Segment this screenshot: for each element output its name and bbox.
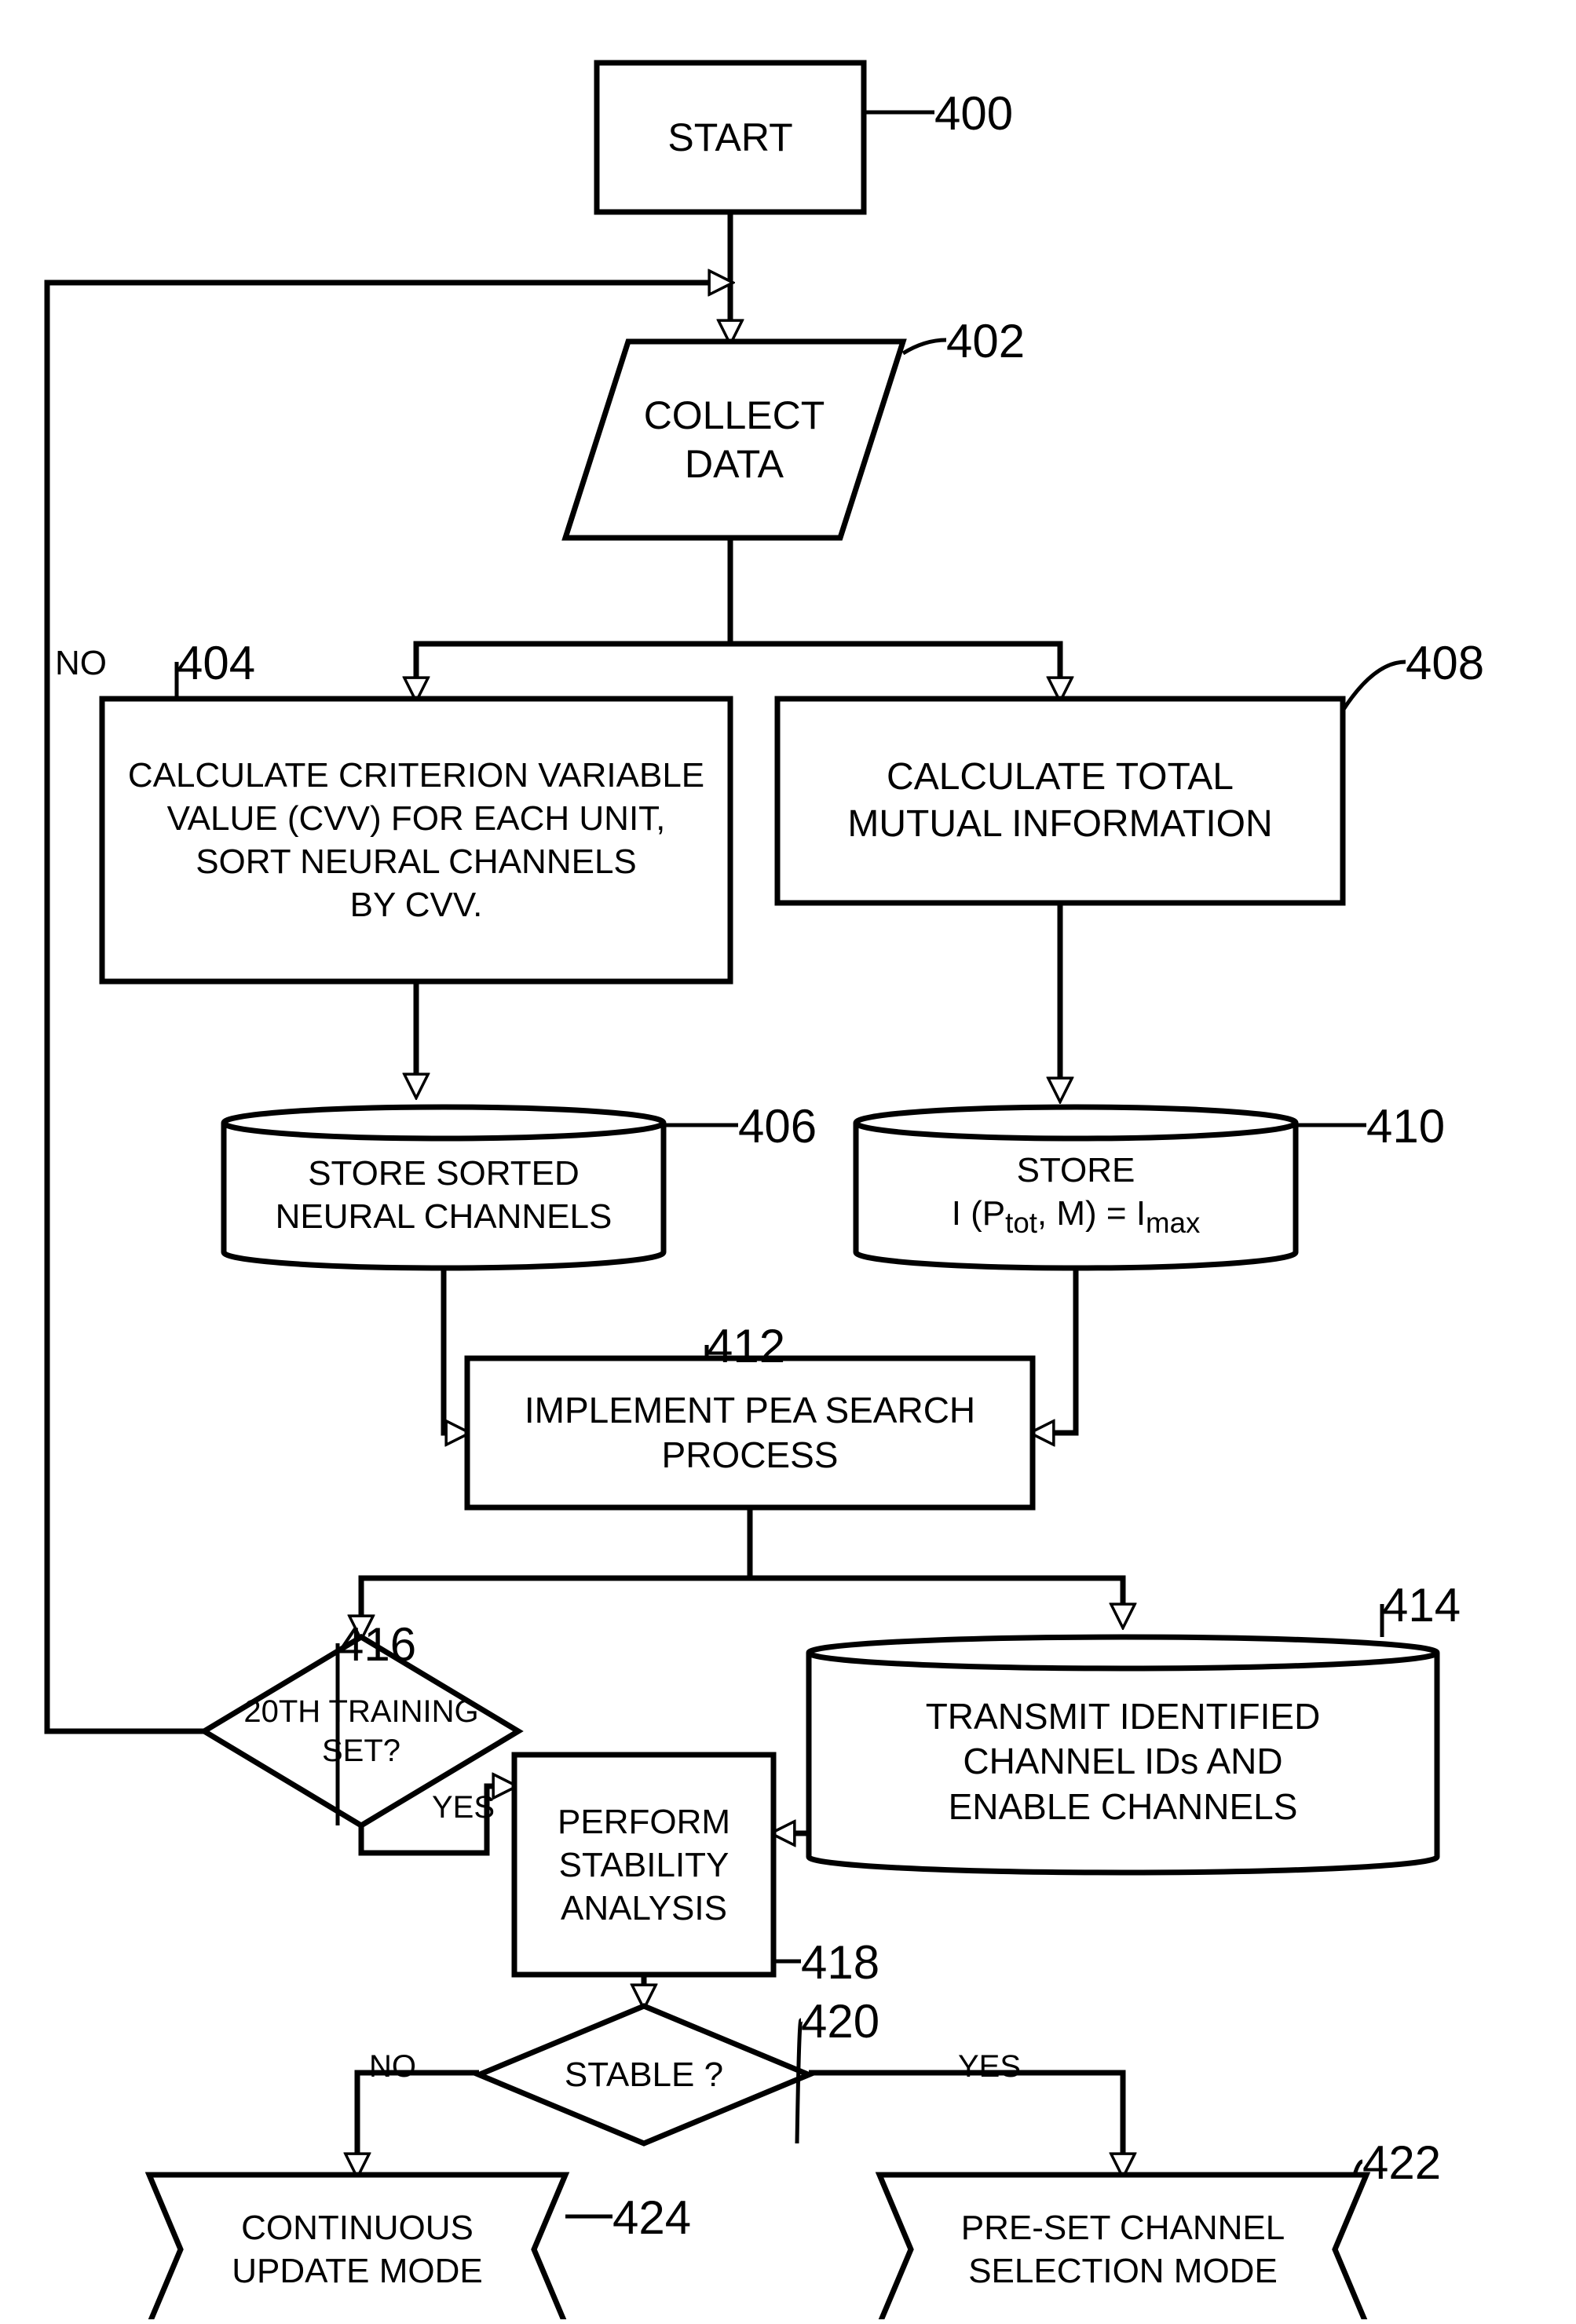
node-text: STABLE ? [565,2053,723,2096]
edge-label-no2: NO [369,2049,416,2085]
node-text: CALCULATE TOTALMUTUAL INFORMATION [847,754,1272,848]
ref-label-424: 424 [612,2191,691,2245]
flowchart-node-n414: TRANSMIT IDENTIFIEDCHANNEL IDs ANDENABLE… [809,1651,1437,1873]
flowchart-node-n410: STOREI (Ptot, M) = Imax [856,1121,1296,1268]
node-text: STORE SORTEDNEURAL CHANNELS [276,1152,612,1238]
ref-label-408: 408 [1406,636,1484,690]
node-text: STOREI (Ptot, M) = Imax [952,1149,1201,1241]
ref-label-422: 422 [1362,2136,1441,2190]
node-text: CONTINUOUSUPDATE MODE [232,2206,482,2293]
ref-label-402: 402 [946,314,1025,368]
node-text: PERFORMSTABILITYANALYSIS [558,1800,730,1930]
flowchart-node-n418: PERFORMSTABILITYANALYSIS [514,1755,773,1975]
ref-label-414: 414 [1382,1578,1461,1632]
node-text: IMPLEMENT PEA SEARCHPROCESS [525,1388,975,1478]
flowchart-node-n404: CALCULATE CRITERION VARIABLEVALUE (CVV) … [102,699,730,981]
edge-label-yes1: YES [432,1790,495,1825]
node-text: TRANSMIT IDENTIFIEDCHANNEL IDs ANDENABLE… [926,1694,1321,1830]
ref-label-406: 406 [738,1099,817,1153]
flowchart-node-n424: CONTINUOUSUPDATE MODE [149,2175,565,2324]
ref-label-410: 410 [1366,1099,1445,1153]
node-text: CALCULATE CRITERION VARIABLEVALUE (CVV) … [128,754,704,926]
flowchart-node-n400: START [597,63,864,212]
ref-label-420: 420 [801,1994,879,2048]
flowchart-node-n412: IMPLEMENT PEA SEARCHPROCESS [467,1358,1033,1507]
flowchart-node-n406: STORE SORTEDNEURAL CHANNELS [224,1121,664,1268]
flowchart-node-n402: COLLECTDATA [565,342,903,538]
flowchart-node-n420: STABLE ? [479,2006,809,2143]
ref-label-412: 412 [707,1319,785,1373]
ref-label-416: 416 [338,1617,416,1672]
node-text: 20TH TRAININGSET? [243,1692,478,1770]
node-text: COLLECTDATA [644,391,825,489]
flowchart-node-n422: PRE-SET CHANNELSELECTION MODE [879,2175,1366,2324]
edge-label-yes2: YES [958,2049,1021,2085]
node-text: PRE-SET CHANNELSELECTION MODE [961,2206,1285,2293]
flowchart-node-n408: CALCULATE TOTALMUTUAL INFORMATION [777,699,1343,903]
node-text: START [667,113,792,163]
ref-label-404: 404 [177,636,255,690]
edge-label-no1: NO [55,644,107,683]
ref-label-418: 418 [801,1935,879,1990]
ref-label-400: 400 [934,86,1013,141]
